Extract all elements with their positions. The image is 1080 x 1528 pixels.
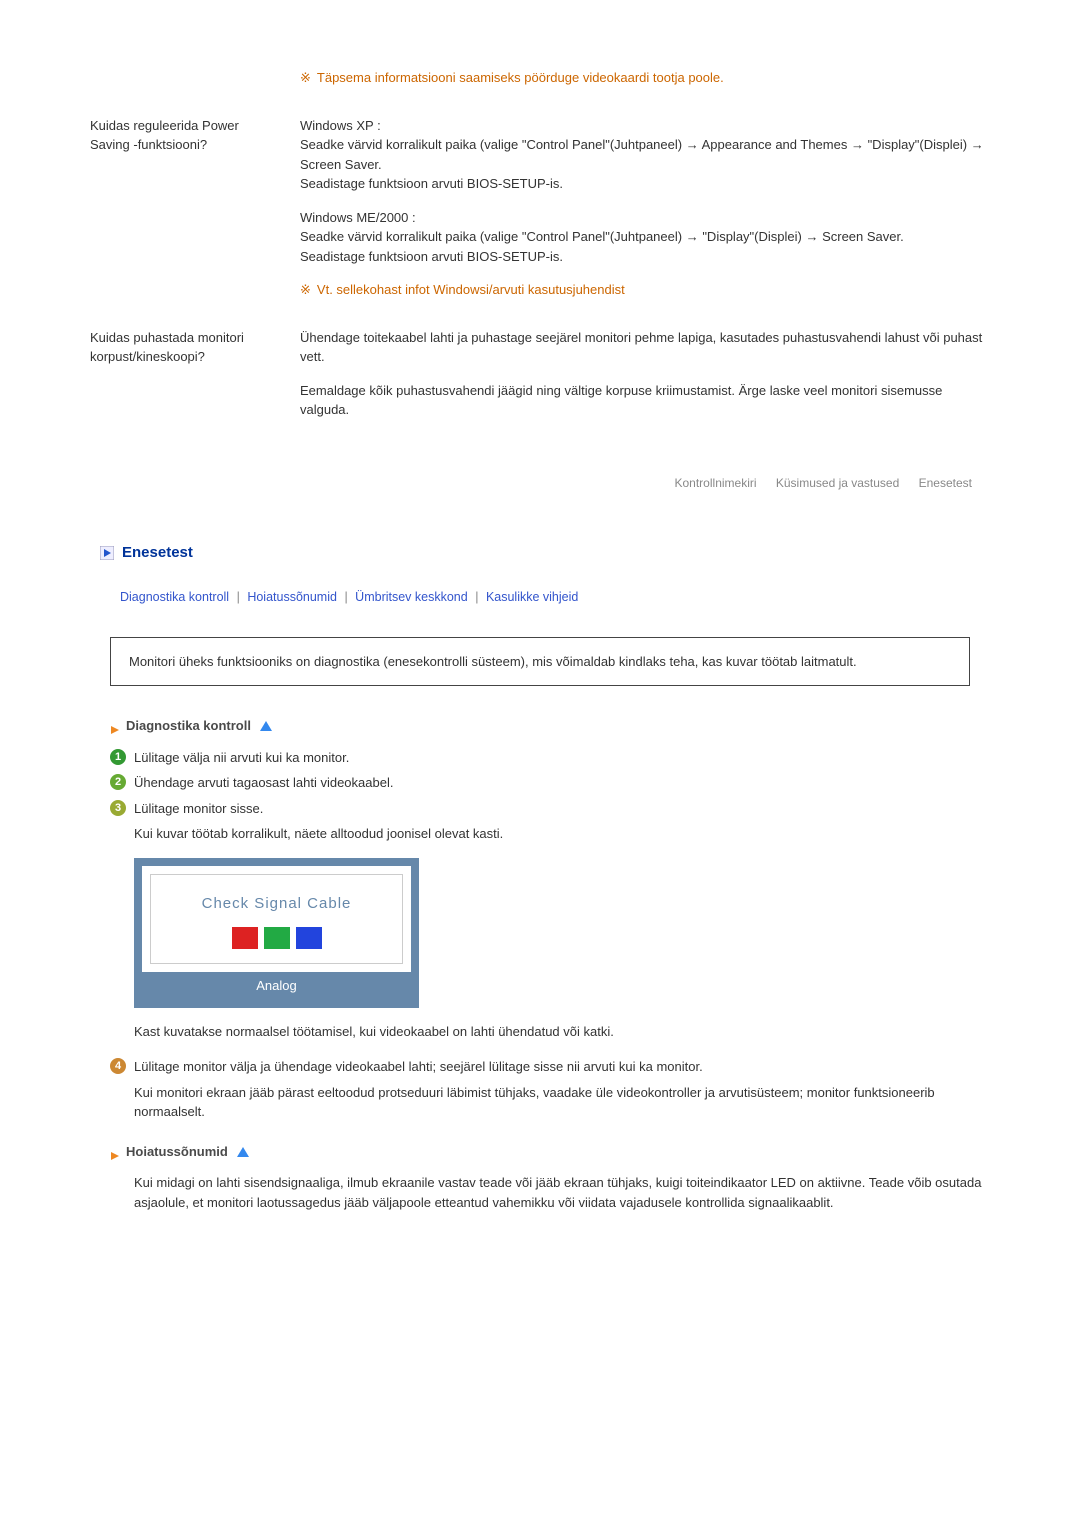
step-number-icon: 3 [110,800,126,816]
qa-answer-block: Windows ME/2000 : Seadke värvid korralik… [300,208,990,267]
signal-cable-figure: Check Signal Cable Analog [134,858,419,1008]
subsection-title: Diagnostika kontroll [126,716,251,736]
breadcrumb-item[interactable]: Kontrollnimekiri [675,476,757,490]
qa-question: Kuidas puhastada monitori korpust/kinesk… [90,328,300,434]
scroll-top-icon[interactable] [259,719,273,733]
section-header: Enesetest [100,542,990,565]
qa-answer-block: Eemaldage kõik puhastusvahendi jäägid ni… [300,381,990,420]
play-icon [100,546,114,560]
step-number-icon: 1 [110,749,126,765]
anchor-link[interactable]: Ümbritsev keskkond [355,590,468,604]
rgb-squares [161,927,392,949]
note-mark-icon: ※ [300,68,311,88]
step-text: Lülitage monitor välja ja ühendage video… [134,1057,990,1077]
note-content: Täpsema informatsiooni saamiseks pöördug… [317,68,724,88]
qa-question: Kuidas reguleerida Power Saving -funktsi… [90,116,300,308]
step-text: Lülitage välja nii arvuti kui ka monitor… [134,748,990,768]
note-content: Vt. sellekohast infot Windowsi/arvuti ka… [317,280,625,300]
info-box: Monitori üheks funktsiooniks on diagnost… [110,637,970,687]
step-number-icon: 2 [110,774,126,790]
blue-square-icon [296,927,322,949]
list-item: 2 Ühendage arvuti tagaosast lahti videok… [110,773,990,793]
list-item: 4 Lülitage monitor välja ja ühendage vid… [110,1057,990,1077]
anchor-link[interactable]: Hoiatussõnumid [247,590,337,604]
anchor-link[interactable]: Kasulikke vihjeid [486,590,578,604]
qa-answer-block: Ühendage toitekaabel lahti ja puhastage … [300,328,990,367]
qa-question [90,60,300,96]
anchor-links: Diagnostika kontroll | Hoiatussõnumid | … [120,588,990,607]
red-square-icon [232,927,258,949]
paragraph: Kui midagi on lahti sisendsignaaliga, il… [134,1173,990,1212]
step-note: Kui monitori ekraan jääb pärast eeltoodu… [134,1083,990,1122]
arrow-right-icon [110,721,120,731]
link-separator: | [237,590,240,604]
scroll-top-icon[interactable] [236,1145,250,1159]
subsection-header: Diagnostika kontroll [110,716,990,736]
figure-footer: Analog [142,972,411,1000]
note-mark-icon: ※ [300,280,311,300]
subsection-header: Hoiatussõnumid [110,1142,990,1162]
list-item: 3 Lülitage monitor sisse. [110,799,990,819]
figure-title: Check Signal Cable [161,893,392,916]
step-text: Ühendage arvuti tagaosast lahti videokaa… [134,773,990,793]
section-title: Enesetest [122,542,193,565]
paragraph: Kast kuvatakse normaalsel töötamisel, ku… [134,1022,990,1042]
link-separator: | [475,590,478,604]
list-item: 1 Lülitage välja nii arvuti kui ka monit… [110,748,990,768]
subsection-title: Hoiatussõnumid [126,1142,228,1162]
green-square-icon [264,927,290,949]
step-note: Kui kuvar töötab korralikult, näete allt… [134,824,990,844]
step-number-icon: 4 [110,1058,126,1074]
qa-answer-block: Windows XP : Seadke värvid korralikult p… [300,116,990,194]
breadcrumb-item[interactable]: Enesetest [919,476,972,490]
step-text: Lülitage monitor sisse. [134,799,990,819]
note-text: ※ Täpsema informatsiooni saamiseks pöörd… [300,68,990,88]
breadcrumb: Kontrollnimekiri Küsimused ja vastused E… [90,474,990,492]
arrow-right-icon [110,1147,120,1157]
anchor-link[interactable]: Diagnostika kontroll [120,590,229,604]
note-text: ※ Vt. sellekohast infot Windowsi/arvuti … [300,280,990,300]
link-separator: | [344,590,347,604]
breadcrumb-item[interactable]: Küsimused ja vastused [776,476,899,490]
